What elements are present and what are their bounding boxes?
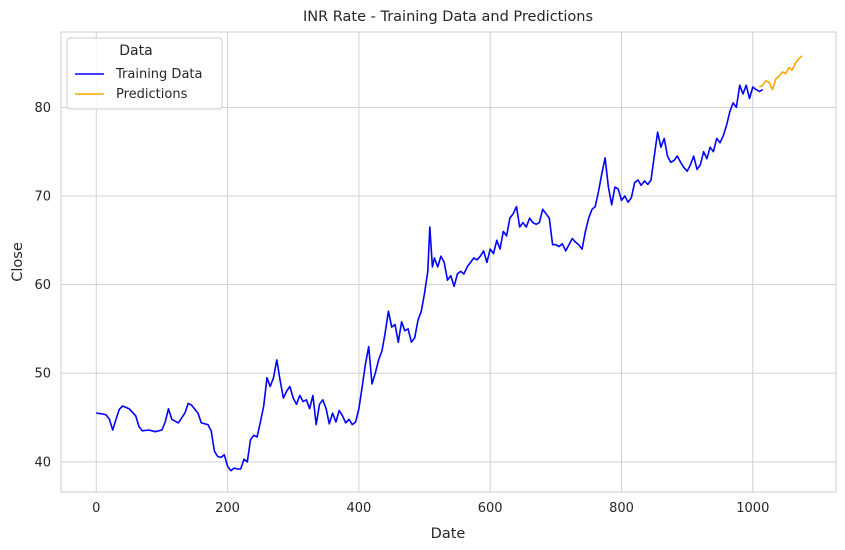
legend-label-training-data: Training Data — [115, 67, 202, 82]
chart-title: INR Rate - Training Data and Predictions — [303, 9, 593, 25]
x-tick-label: 200 — [215, 501, 240, 516]
y-tick-label: 60 — [34, 278, 51, 293]
series-line-training-data — [96, 84, 764, 472]
ticks: 0 200 400 600 800 1000 40 50 60 70 80 — [34, 101, 769, 516]
x-tick-label: 600 — [478, 501, 503, 516]
x-tick-label: 0 — [92, 501, 100, 516]
plot-frame — [60, 31, 837, 493]
legend-box — [66, 37, 223, 110]
y-tick-label: 80 — [34, 101, 51, 116]
legend: Data Training Data Predictions — [66, 37, 223, 110]
series-layer — [96, 55, 803, 472]
y-axis-label: Close — [10, 242, 26, 282]
y-tick-label: 70 — [34, 189, 51, 204]
legend-title: Data — [119, 43, 152, 59]
x-tick-label: 400 — [346, 501, 371, 516]
legend-label-predictions: Predictions — [116, 87, 188, 102]
y-tick-label: 40 — [34, 455, 51, 470]
x-axis-label: Date — [431, 526, 466, 542]
grid — [61, 32, 836, 492]
y-tick-label: 50 — [34, 367, 51, 382]
x-tick-label: 1000 — [736, 501, 769, 516]
x-tick-label: 800 — [609, 501, 634, 516]
series-line-predictions — [759, 55, 803, 91]
